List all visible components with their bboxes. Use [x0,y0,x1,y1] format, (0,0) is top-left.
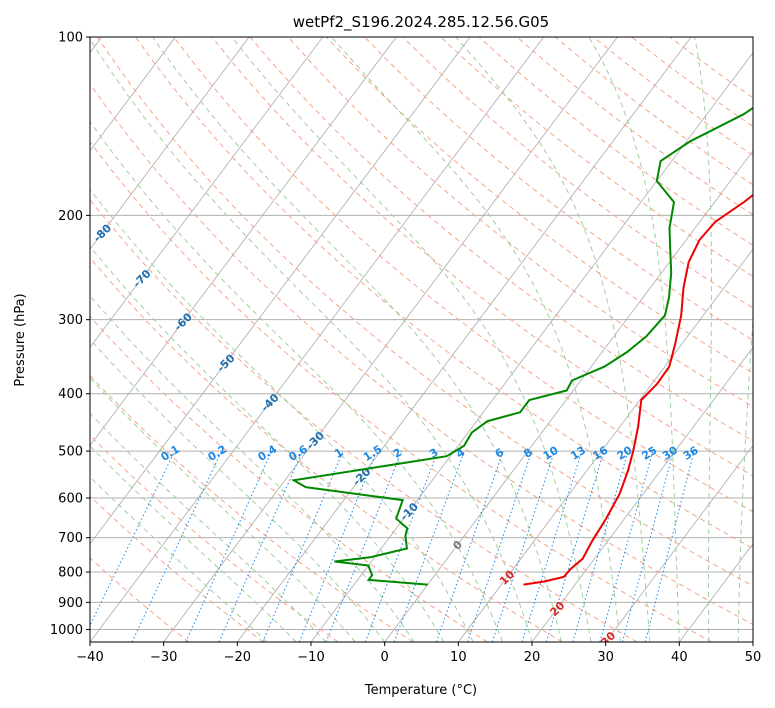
isotherm-line [605,444,753,642]
isotherm-line [163,37,618,642]
y-tick-label: 600 [58,492,83,507]
dry-adiabat-line [90,557,190,642]
x-tick-label: 20 [524,650,541,665]
dry-adiabat-line [90,83,753,625]
x-tick-label: −40 [76,650,103,665]
mixing-ratio-line [393,450,465,642]
x-axis: −40 −30 −20 −10 0 10 20 30 40 50 [76,642,761,665]
x-tick-label: 40 [671,650,688,665]
x-axis-label: Temperature (°C) [364,683,477,698]
mixing-ratio-line [131,450,223,642]
y-tick-label: 300 [58,313,83,328]
y-tick-label: 400 [58,387,83,402]
mixing-ratio-line [621,450,674,642]
moist-adiabat-line [90,377,356,642]
dry-adiabat-line [90,198,638,642]
moist-adiabat-line [588,37,680,642]
dry-adiabat-line [364,37,753,341]
mixing-ratio-line [435,450,504,642]
y-tick-label: 800 [58,566,83,581]
dry-adiabat-line [211,37,753,477]
plot-frame [89,36,754,643]
plot-area: 0.10.20.40.611.52346810131620253036-100-… [90,37,753,642]
mixing-ratio-line [599,450,654,642]
isotherm-line [90,37,545,642]
x-tick-label: −20 [224,650,251,665]
mixing-ratio-line [491,450,555,642]
x-tick-label: 0 [381,650,389,665]
dry-adiabat-line [96,37,753,587]
moist-adiabat-line [694,37,712,642]
y-tick-label: 900 [58,596,83,611]
isotherm-line [90,37,324,348]
mixing-ratio-line [262,450,344,642]
y-tick-label: 700 [58,531,83,546]
y-axis: 100 200 300 400 500 600 700 800 900 1000 [50,31,90,638]
mixing-ratio-line [90,450,176,627]
y-tick-label: 200 [58,209,83,224]
moist-adiabat-line [90,445,297,642]
dry-adiabat-line [90,374,414,642]
dry-adiabat-line [287,37,753,408]
isotherm-line [90,37,471,545]
moist-adiabat-line [90,120,503,642]
moist-adiabat-line [90,412,327,642]
mixing-ratio-line [572,450,629,642]
isotherm-line [90,37,176,152]
isotherm-line [458,248,753,642]
isotherm-line [90,37,397,447]
mixing-ratio-line [545,450,605,642]
x-tick-label: 50 [745,650,762,665]
moist-adiabat-line [90,338,386,642]
mixing-ratio-line [521,450,583,642]
isotherm-line [384,150,753,642]
moist-adiabat-line [331,37,621,642]
y-tick-label: 1000 [50,623,83,638]
dry-adiabat-line [90,140,712,642]
x-tick-label: −30 [150,650,177,665]
mixing-ratio-line [185,450,273,642]
dewpoint-profile-line [290,106,753,586]
moist-adiabat-line [455,37,651,642]
mixing-ratio-line [467,450,533,642]
dry-adiabat-line [402,37,753,309]
moist-adiabat-line [90,476,268,642]
isotherm-line [310,51,753,642]
dry-adiabat-line [173,37,753,513]
isotherm-line [531,346,753,642]
x-tick-label: 30 [597,650,614,665]
y-tick-label: 100 [58,31,83,46]
isotherm-line [237,37,692,642]
dry-adiabat-line [90,257,563,642]
x-tick-label: 10 [450,650,467,665]
y-tick-label: 500 [58,445,83,460]
chart-title: wetPf2_S196.2024.285.12.56.G05 [293,13,549,32]
moist-adiabat-line [152,37,562,642]
moist-adiabat-line [737,312,753,642]
y-axis-label: Pressure (hPa) [13,293,28,386]
mixing-ratio-line [218,450,303,642]
temperature-profile-line [523,193,753,586]
x-tick-label: −10 [297,650,324,665]
moist-adiabat-line [90,245,445,642]
dry-adiabat-line [135,37,753,550]
mixing-ratio-line [644,450,695,642]
isotherm-line [90,37,250,250]
